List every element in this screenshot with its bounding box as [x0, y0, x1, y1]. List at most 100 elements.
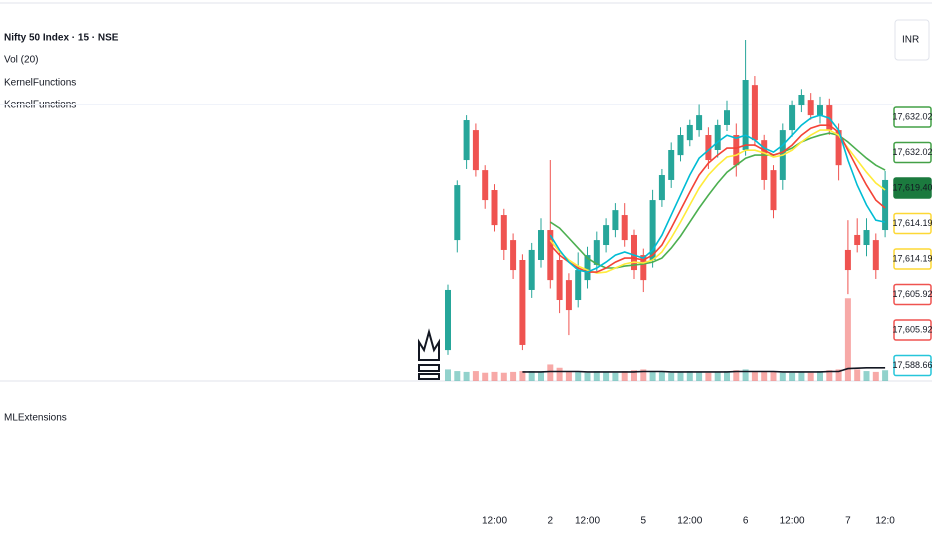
price-label-box: [893, 248, 932, 270]
volume-bar: [677, 371, 684, 381]
candle-body: [863, 230, 870, 246]
volume-bar: [882, 370, 889, 381]
volume-bar: [491, 371, 498, 381]
price-label-box: [893, 106, 932, 128]
candle-body: [565, 280, 572, 311]
candle-body: [472, 130, 479, 171]
candle-body: [807, 100, 814, 116]
indicator-label: Vol (20): [4, 55, 38, 66]
volume-bar: [696, 371, 703, 381]
price-label-box: [893, 177, 932, 199]
volume-bar: [863, 371, 870, 381]
candle-body: [510, 240, 517, 271]
candle-body: [445, 289, 451, 351]
candle-body: [538, 230, 544, 260]
volume-bar: [724, 371, 730, 381]
chart-title: Nifty 50 Index · 15 · NSE: [4, 33, 119, 44]
volume-bar: [770, 371, 777, 381]
candle-body: [882, 179, 889, 231]
indicator-label: KernelFunctions: [4, 100, 76, 111]
price-label: 17,605.92: [892, 324, 932, 334]
volume-bar: [686, 371, 693, 381]
volume-bar: [510, 371, 517, 381]
indicator-label: KernelFunctions: [4, 78, 76, 89]
volume-bar: [612, 372, 619, 381]
x-tick-label: 12:00: [780, 516, 805, 527]
candle-body: [835, 130, 842, 166]
volume-bar: [454, 371, 461, 381]
candle-body: [519, 260, 526, 345]
volume-bar: [556, 367, 563, 381]
candle-body: [761, 140, 768, 180]
volume-bar: [547, 364, 554, 381]
candle-body: [603, 225, 610, 246]
ma-line: [549, 129, 886, 274]
volume-bar: [640, 369, 647, 381]
volume-bar: [658, 371, 665, 381]
candle-body: [491, 190, 498, 226]
volume-bar: [742, 369, 749, 381]
candle-body: [528, 249, 535, 290]
volume-bar: [761, 371, 768, 381]
price-label: 17,614.19: [892, 253, 932, 263]
candle-body: [575, 270, 582, 301]
volume-bar: [603, 371, 610, 381]
x-tick-label: 12:0: [875, 516, 895, 527]
candle-body: [584, 255, 591, 281]
volume-bar: [817, 371, 823, 381]
price-label-box: [893, 283, 932, 306]
candle-body: [482, 170, 489, 201]
price-label-box: [893, 212, 932, 235]
ma-line: [549, 114, 886, 273]
x-tick-label: 7: [845, 516, 851, 527]
volume-bar: [733, 370, 740, 381]
candle-body: [817, 105, 823, 116]
pane-label: MLExtensions: [4, 413, 67, 424]
candle-body: [733, 135, 740, 166]
candle-body: [724, 110, 730, 125]
candle-body: [872, 240, 879, 271]
candle-body: [696, 115, 703, 131]
candle-body: [705, 135, 712, 161]
price-label: 17,632.02: [892, 111, 932, 121]
x-tick-label: 2: [548, 516, 554, 527]
volume-bar: [482, 372, 489, 381]
candle-body: [631, 234, 637, 271]
candle-body: [714, 124, 721, 150]
volume-bar: [798, 371, 805, 381]
candle-body: [621, 215, 628, 241]
volume-bar: [565, 371, 572, 381]
currency: INR: [902, 35, 919, 46]
price-label: 17,605.92: [892, 289, 932, 299]
volume-ma-line: [522, 367, 886, 373]
x-tick-label: 6: [743, 516, 749, 527]
volume-bar: [854, 369, 861, 381]
candle-body: [789, 105, 796, 131]
volume-bar: [621, 371, 628, 381]
x-tick-label: 12:00: [677, 516, 702, 527]
candle-body: [742, 80, 749, 150]
price-label-box: [893, 354, 932, 377]
volume-bar: [575, 371, 582, 381]
x-tick-label: 5: [641, 516, 647, 527]
volume-bar: [463, 371, 470, 381]
candle-body: [751, 85, 758, 141]
volume-bar: [826, 370, 833, 381]
candle-body: [500, 215, 507, 250]
x-tick-label: 12:00: [575, 516, 600, 527]
volume-bar: [500, 372, 507, 381]
volume-bar: [779, 372, 786, 381]
price-label-box: [893, 141, 932, 164]
volume-bar: [844, 298, 851, 381]
volume-bar: [593, 371, 600, 381]
candle-body: [593, 240, 600, 265]
volume-bar: [649, 371, 656, 381]
candle-body: [844, 249, 851, 271]
candle-body: [454, 185, 461, 241]
volume-bar: [631, 370, 637, 381]
volume-bar: [528, 371, 535, 381]
price-label: 17,632.02: [892, 147, 932, 157]
volume-bar: [668, 372, 675, 381]
currency-button[interactable]: [894, 19, 930, 61]
